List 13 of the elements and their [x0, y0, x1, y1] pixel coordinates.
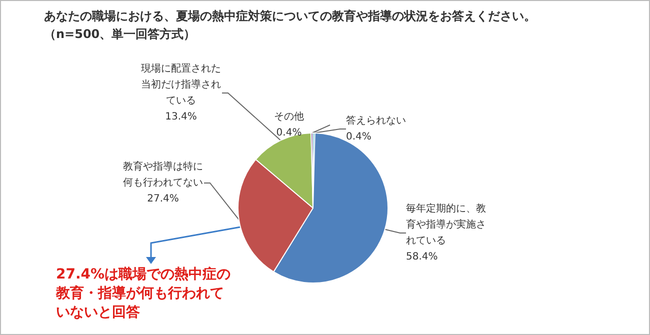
slice-label: 答えられない: [346, 114, 406, 126]
slice-label: その他: [274, 110, 304, 122]
slice-label: 現場に配置された当初だけ指導されている: [141, 62, 221, 106]
data-label: 13.4%: [165, 112, 197, 122]
slice-label: 教育や指導は特に何も行われてない: [123, 160, 203, 188]
data-label: 58.4%: [406, 252, 438, 262]
data-label: 27.4%: [147, 194, 179, 204]
data-label: 0.4%: [276, 128, 302, 138]
data-label: 0.4%: [346, 132, 372, 142]
slice-label: 毎年定期的に、教育や指導が実施されている: [406, 202, 486, 246]
chart-title: あなたの職場における、夏場の熱中症対策についての教育や指導の状況をお答えください。: [44, 9, 536, 23]
chart-subtitle: （n=500、単一回答方式）: [44, 27, 196, 41]
text: 27.4%は職場での熱中症の教育・指導が何も行われていないと回答: [55, 266, 231, 320]
